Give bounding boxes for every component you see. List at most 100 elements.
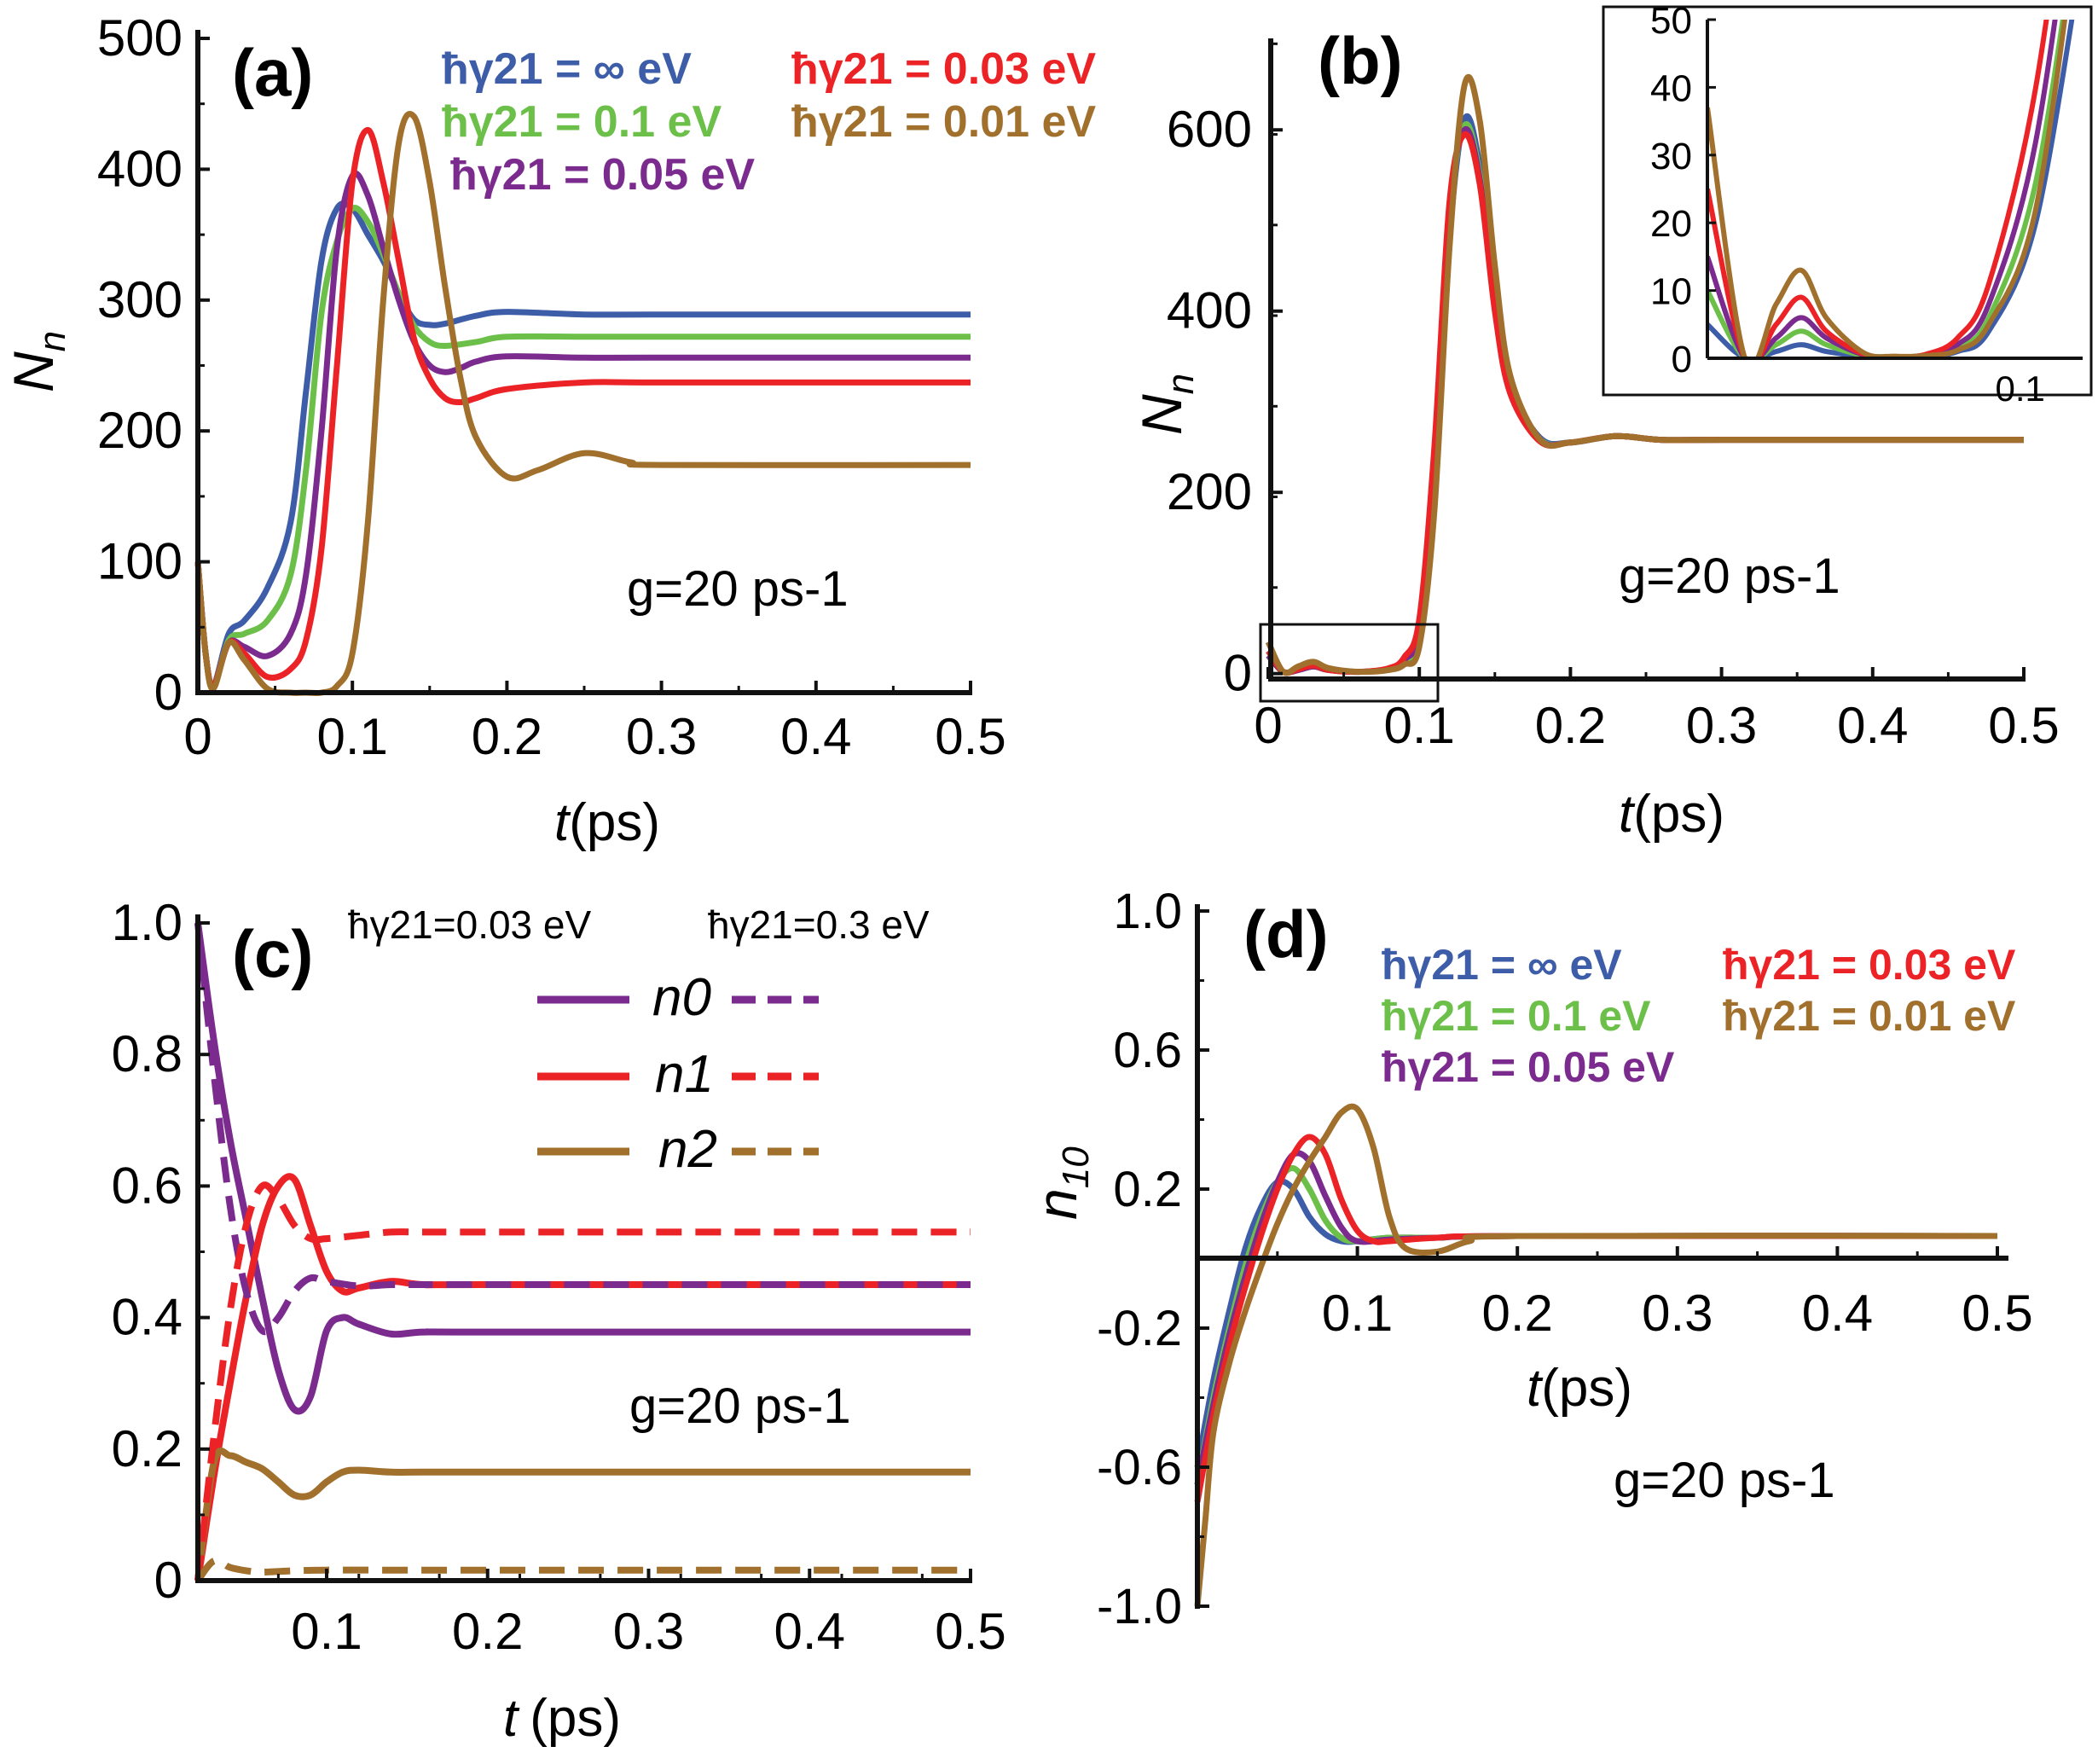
inset-y-tick-label-1: 10: [1650, 271, 1692, 313]
series-c-2: [194, 1448, 971, 1581]
y-tick-label-b-2: 400: [1167, 282, 1252, 339]
inset-x-tick-label-0: 0.1: [1995, 368, 2044, 409]
inset-y-tick-label-4: 40: [1650, 67, 1692, 109]
x-tick-label-a-5: 0.5: [935, 708, 1006, 765]
x-tick-label-c-1: 0.2: [452, 1603, 523, 1660]
annotation-b: g=20 ps-1: [1619, 548, 1840, 604]
panel-label-d: (d): [1243, 897, 1329, 972]
panel-c: 0.1 0.2 0.3 0.4 0.5 0 0.2 0.4 0.6 0.8 1.0 (c) ħγ21…: [112, 894, 1006, 1748]
legend-d: ħγ21 = ∞ eV ħγ21 = 0.1 eV ħγ21 = 0.05 eV…: [1382, 941, 2016, 1091]
y-tick-label-a-5: 500: [97, 9, 183, 67]
series-a-2: [194, 170, 971, 689]
series-c-5: [194, 1557, 971, 1583]
legend-a-item-4: ħγ21 = 0.01 eV: [791, 97, 1096, 147]
zoom-region-box: [1259, 623, 1440, 703]
inset-b: 0.1 0 10 20 30 40 50: [1602, 0, 2093, 409]
header-solid-c: ħγ21=0.03 eV: [348, 902, 592, 947]
y-tick-label-c-0: 0: [154, 1552, 183, 1609]
legend-d-item-2: ħγ21 = 0.05 eV: [1382, 1043, 1675, 1091]
y-tick-label-d-5: 1.0: [1113, 884, 1182, 939]
header-dashed-c: ħγ21=0.3 eV: [708, 902, 930, 947]
y-tick-label-c-2: 0.4: [112, 1289, 183, 1346]
x-tick-label-b-2: 0.2: [1535, 697, 1606, 754]
y-tick-label-c-5: 1.0: [112, 894, 183, 951]
series-d-3: [1194, 1134, 1998, 1503]
x-tick-label-b-5: 0.5: [1988, 697, 2059, 754]
y-tick-label-d-3: 0.2: [1113, 1162, 1182, 1217]
x-tick-label-d-3: 0.4: [1802, 1285, 1873, 1342]
annotation-c: g=20 ps-1: [629, 1378, 851, 1434]
x-tick-label-b-4: 0.4: [1837, 697, 1908, 754]
legend-a-item-3: ħγ21 = 0.03 eV: [791, 44, 1096, 94]
annotation-d: g=20 ps-1: [1614, 1453, 1835, 1508]
legend-a: ħγ21 = ∞ eV ħγ21 = 0.1 eV ħγ21 = 0.05 eV…: [442, 44, 1096, 200]
x-tick-label-b-1: 0.1: [1383, 697, 1454, 754]
xlabel-a: t(ps): [554, 793, 660, 852]
y-tick-label-a-0: 0: [154, 664, 183, 721]
series-a-4: [194, 111, 971, 697]
x-tick-label-c-4: 0.5: [935, 1603, 1006, 1660]
series-a-0: [194, 200, 971, 690]
series-a-1: [194, 205, 971, 689]
y-tick-label-b-3: 600: [1167, 101, 1252, 158]
series-d-1: [1194, 1164, 1998, 1486]
inset-y-tick-label-0: 0: [1672, 339, 1692, 380]
x-tick-label-d-4: 0.5: [1962, 1285, 2032, 1342]
x-tick-label-d-1: 0.2: [1481, 1285, 1552, 1342]
x-tick-label-b-3: 0.3: [1686, 697, 1757, 754]
x-tick-label-c-0: 0.1: [291, 1603, 362, 1660]
ylabel-d: n10: [1025, 1146, 1097, 1220]
y-tick-label-d-4: 0.6: [1113, 1023, 1182, 1078]
legend-c-item-0: n0: [652, 968, 711, 1027]
ylabel-b: Nn: [1130, 374, 1202, 435]
x-tick-label-a-1: 0.1: [316, 708, 387, 765]
annotation-a: g=20 ps-1: [627, 561, 849, 617]
series-c-3: [194, 922, 971, 1336]
legend-a-item-2: ħγ21 = 0.05 eV: [450, 150, 755, 200]
legend-d-item-1: ħγ21 = 0.1 eV: [1382, 992, 1651, 1040]
y-tick-label-d-0: -1.0: [1097, 1579, 1182, 1634]
inset-y-tick-label-3: 30: [1650, 136, 1692, 177]
series-a-3: [194, 126, 971, 689]
y-tick-label-d-1: -0.6: [1097, 1440, 1182, 1495]
x-tick-label-a-2: 0.2: [472, 708, 542, 765]
legend-c: n0 n1 n2: [537, 968, 819, 1179]
x-tick-label-b-0: 0: [1254, 697, 1282, 754]
y-tick-label-a-2: 200: [97, 402, 183, 459]
x-tick-label-c-2: 0.3: [613, 1603, 684, 1660]
panel-a: 0 0.1 0.2 0.3 0.4 0.5 0 100 200 300 400 500 (a) ħγ2…: [2, 9, 1096, 852]
x-tick-label-d-2: 0.3: [1642, 1285, 1713, 1342]
panel-d: 0.1 0.2 0.3 0.4 0.5 -1.0 -0.6 -0.2 0.2 0.6 1.0 (d)…: [1025, 884, 2033, 1634]
x-tick-label-c-3: 0.4: [774, 1603, 845, 1660]
panel-label-a: (a): [232, 35, 313, 110]
legend-c-item-1: n1: [655, 1045, 714, 1104]
xlabel-c: t (ps): [503, 1689, 621, 1748]
x-tick-label-a-0: 0: [183, 708, 212, 765]
series-c-4: [194, 1181, 971, 1581]
series-d-0: [1194, 1178, 1998, 1468]
xlabel-b: t(ps): [1619, 785, 1724, 844]
panel-label-c: (c): [232, 916, 313, 991]
legend-a-item-0: ħγ21 = ∞ eV: [442, 44, 692, 94]
xlabel-d: t(ps): [1527, 1359, 1632, 1418]
inset-y-tick-label-2: 20: [1650, 203, 1692, 245]
y-tick-label-b-0: 0: [1224, 645, 1252, 702]
y-tick-label-b-1: 200: [1167, 463, 1252, 520]
x-tick-label-a-4: 0.4: [780, 708, 851, 765]
series-b-4: [1265, 74, 2024, 676]
ylabel-a: Nn: [2, 331, 73, 392]
panel-label-b: (b): [1318, 23, 1403, 98]
y-tick-label-c-1: 0.2: [112, 1420, 183, 1477]
legend-a-item-1: ħγ21 = 0.1 eV: [442, 97, 722, 147]
y-tick-label-a-4: 400: [97, 140, 183, 197]
series-d-4: [1194, 1103, 1998, 1607]
legend-c-item-2: n2: [658, 1120, 717, 1179]
y-tick-label-c-3: 0.6: [112, 1157, 183, 1214]
inset-y-tick-label-5: 50: [1650, 0, 1692, 42]
x-tick-label-d-0: 0.1: [1322, 1285, 1393, 1342]
inset-frame: [1602, 5, 2093, 397]
legend-d-item-0: ħγ21 = ∞ eV: [1382, 941, 1622, 989]
y-tick-label-c-4: 0.8: [112, 1025, 183, 1082]
legend-d-item-4: ħγ21 = 0.01 eV: [1723, 992, 2016, 1040]
